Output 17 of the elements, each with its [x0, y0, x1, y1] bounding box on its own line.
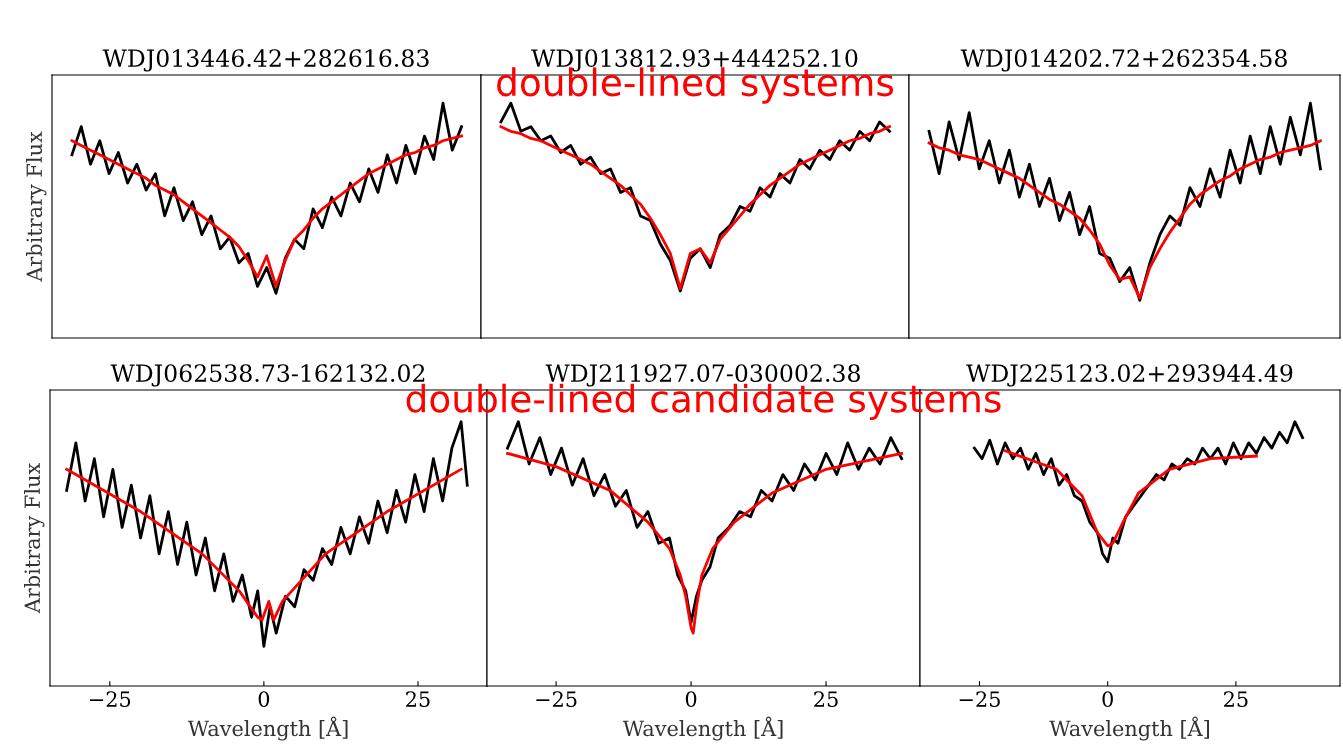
- chart-title: WDJ013446.42+282616.83: [102, 49, 429, 72]
- chart-title: WDJ014202.72+262354.58: [960, 49, 1287, 72]
- x-tick-label: 25: [406, 691, 430, 707]
- x-tick-label: 0: [1102, 691, 1113, 707]
- x-axis-title: Wavelength [Å]: [187, 716, 348, 741]
- x-tick-label: −25: [536, 691, 577, 707]
- x-tick-label: 0: [258, 691, 270, 707]
- x-tick-label: −25: [90, 691, 131, 707]
- x-tick-label: 0: [685, 691, 697, 707]
- x-axis-title: Wavelength [Å]: [1049, 716, 1209, 741]
- chart-title: WDJ225123.02+293944.49: [966, 364, 1293, 387]
- x-tick-label: 25: [1224, 691, 1248, 707]
- x-tick-label: 25: [814, 691, 838, 707]
- y-axis-title: Arbitrary Flux: [23, 463, 45, 614]
- x-tick-label: −25: [959, 691, 1000, 707]
- x-axis-title: Wavelength [Å]: [622, 716, 783, 741]
- y-axis-title: Arbitrary Flux: [25, 131, 47, 282]
